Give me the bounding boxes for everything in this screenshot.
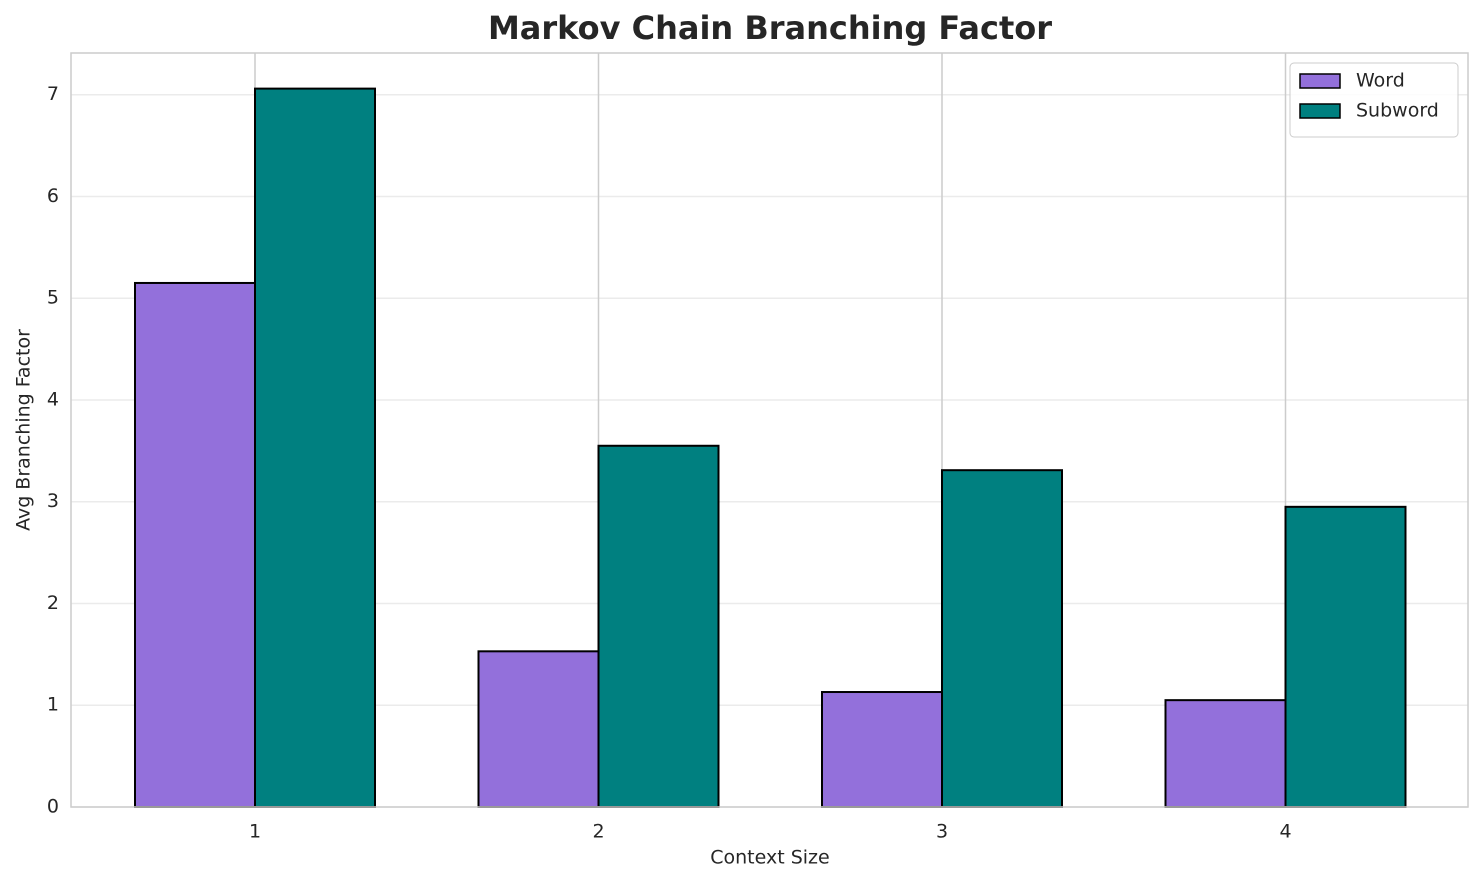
y-tick-label: 2 <box>47 592 59 614</box>
bar <box>821 691 943 808</box>
plot-frame <box>70 52 1469 808</box>
x-tick-label: 1 <box>249 821 261 843</box>
bar <box>941 469 1063 808</box>
bar <box>134 281 256 808</box>
bar <box>1284 505 1407 808</box>
x-tick-label: 2 <box>592 821 604 843</box>
chart-title: Markov Chain Branching Factor <box>488 9 1052 47</box>
bar <box>1164 699 1287 808</box>
bar <box>597 444 720 808</box>
y-tick-label: 5 <box>47 287 59 309</box>
legend-label: Subword <box>1356 100 1439 122</box>
x-tick-label: 3 <box>936 821 948 843</box>
bar <box>477 650 600 808</box>
legend: Word Subword <box>1289 62 1459 138</box>
x-tick-label: 4 <box>1279 821 1291 843</box>
y-tick-label: 1 <box>47 694 59 716</box>
y-tick-label: 0 <box>47 796 59 818</box>
bar <box>254 87 376 809</box>
y-tick-label: 4 <box>47 388 59 410</box>
y-tick-label: 3 <box>47 490 59 512</box>
legend-swatch <box>1299 73 1341 89</box>
y-axis-label: Avg Branching Factor <box>13 329 35 531</box>
y-tick-label: 6 <box>47 185 59 207</box>
legend-label: Word <box>1356 70 1405 92</box>
legend-swatch <box>1299 103 1341 119</box>
y-tick-label: 7 <box>47 83 59 105</box>
x-axis-label: Context Size <box>710 847 829 869</box>
